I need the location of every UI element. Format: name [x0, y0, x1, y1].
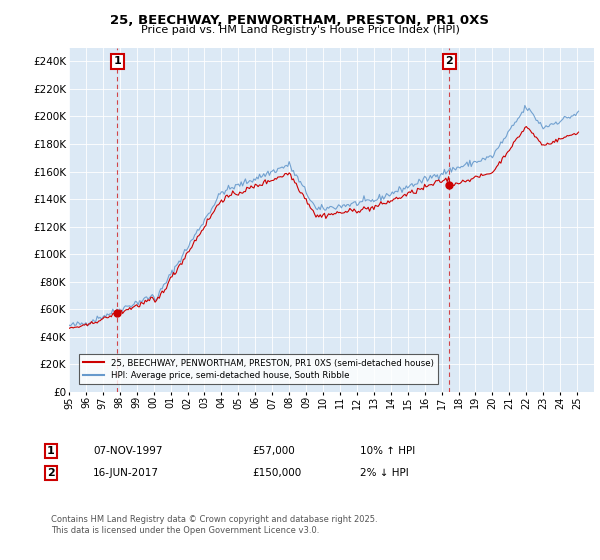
Text: £57,000: £57,000: [252, 446, 295, 456]
Text: 1: 1: [113, 57, 121, 67]
Text: 2% ↓ HPI: 2% ↓ HPI: [360, 468, 409, 478]
Text: 25, BEECHWAY, PENWORTHAM, PRESTON, PR1 0XS: 25, BEECHWAY, PENWORTHAM, PRESTON, PR1 0…: [110, 14, 490, 27]
Text: 1: 1: [47, 446, 55, 456]
Text: 16-JUN-2017: 16-JUN-2017: [93, 468, 159, 478]
Text: 2: 2: [445, 57, 453, 67]
Text: 07-NOV-1997: 07-NOV-1997: [93, 446, 163, 456]
Text: £150,000: £150,000: [252, 468, 301, 478]
Text: 10% ↑ HPI: 10% ↑ HPI: [360, 446, 415, 456]
Legend: 25, BEECHWAY, PENWORTHAM, PRESTON, PR1 0XS (semi-detached house), HPI: Average p: 25, BEECHWAY, PENWORTHAM, PRESTON, PR1 0…: [79, 354, 439, 384]
Text: Price paid vs. HM Land Registry's House Price Index (HPI): Price paid vs. HM Land Registry's House …: [140, 25, 460, 35]
Text: Contains HM Land Registry data © Crown copyright and database right 2025.
This d: Contains HM Land Registry data © Crown c…: [51, 515, 377, 535]
Text: 2: 2: [47, 468, 55, 478]
